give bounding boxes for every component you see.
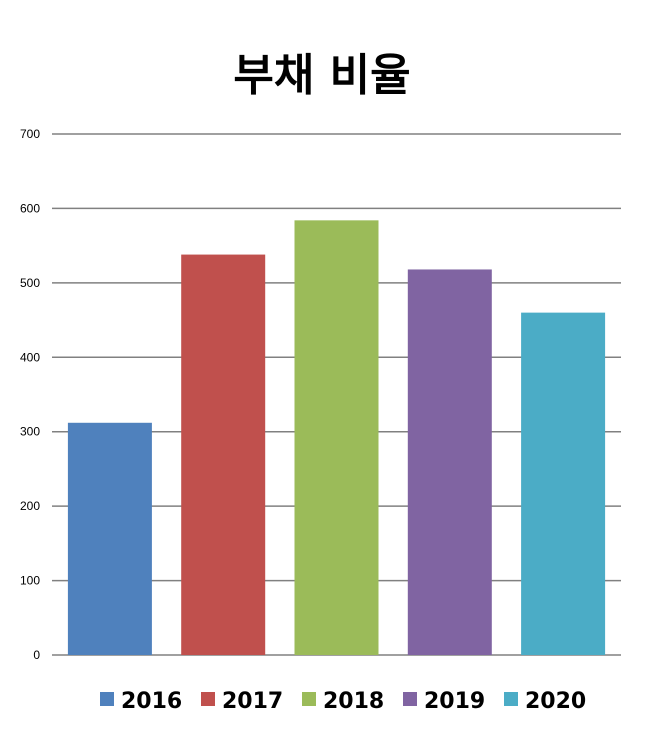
legend-label-2017: 2017 xyxy=(222,689,283,714)
y-tick-label: 400 xyxy=(20,350,40,364)
bar-2020 xyxy=(521,312,606,655)
legend-swatch-2020 xyxy=(504,692,518,706)
legend-label-2019: 2019 xyxy=(424,689,485,714)
y-tick-label: 700 xyxy=(20,127,40,141)
y-tick-label: 200 xyxy=(20,499,40,513)
chart-title: 부채 비율 xyxy=(233,50,410,101)
bar-2017 xyxy=(181,254,266,655)
legend-swatch-2016 xyxy=(100,692,114,706)
legend-label-2020: 2020 xyxy=(525,689,586,714)
legend-label-2016: 2016 xyxy=(121,689,182,714)
legend-swatch-2018 xyxy=(302,692,316,706)
bar-layer xyxy=(67,220,606,655)
bar-2016 xyxy=(67,422,152,655)
bar-2019 xyxy=(407,269,492,655)
legend-label-2018: 2018 xyxy=(323,689,384,714)
y-tick-label: 100 xyxy=(20,574,40,588)
y-tick-label: 0 xyxy=(33,648,40,662)
y-tick-label: 600 xyxy=(20,201,40,215)
legend-swatch-2019 xyxy=(403,692,417,706)
legend: 2016 2017 2018 2019 2020 xyxy=(100,689,586,714)
y-tick-label: 500 xyxy=(20,276,40,290)
bar-2018 xyxy=(294,220,379,655)
legend-swatch-2017 xyxy=(201,692,215,706)
y-tick-label: 300 xyxy=(20,425,40,439)
